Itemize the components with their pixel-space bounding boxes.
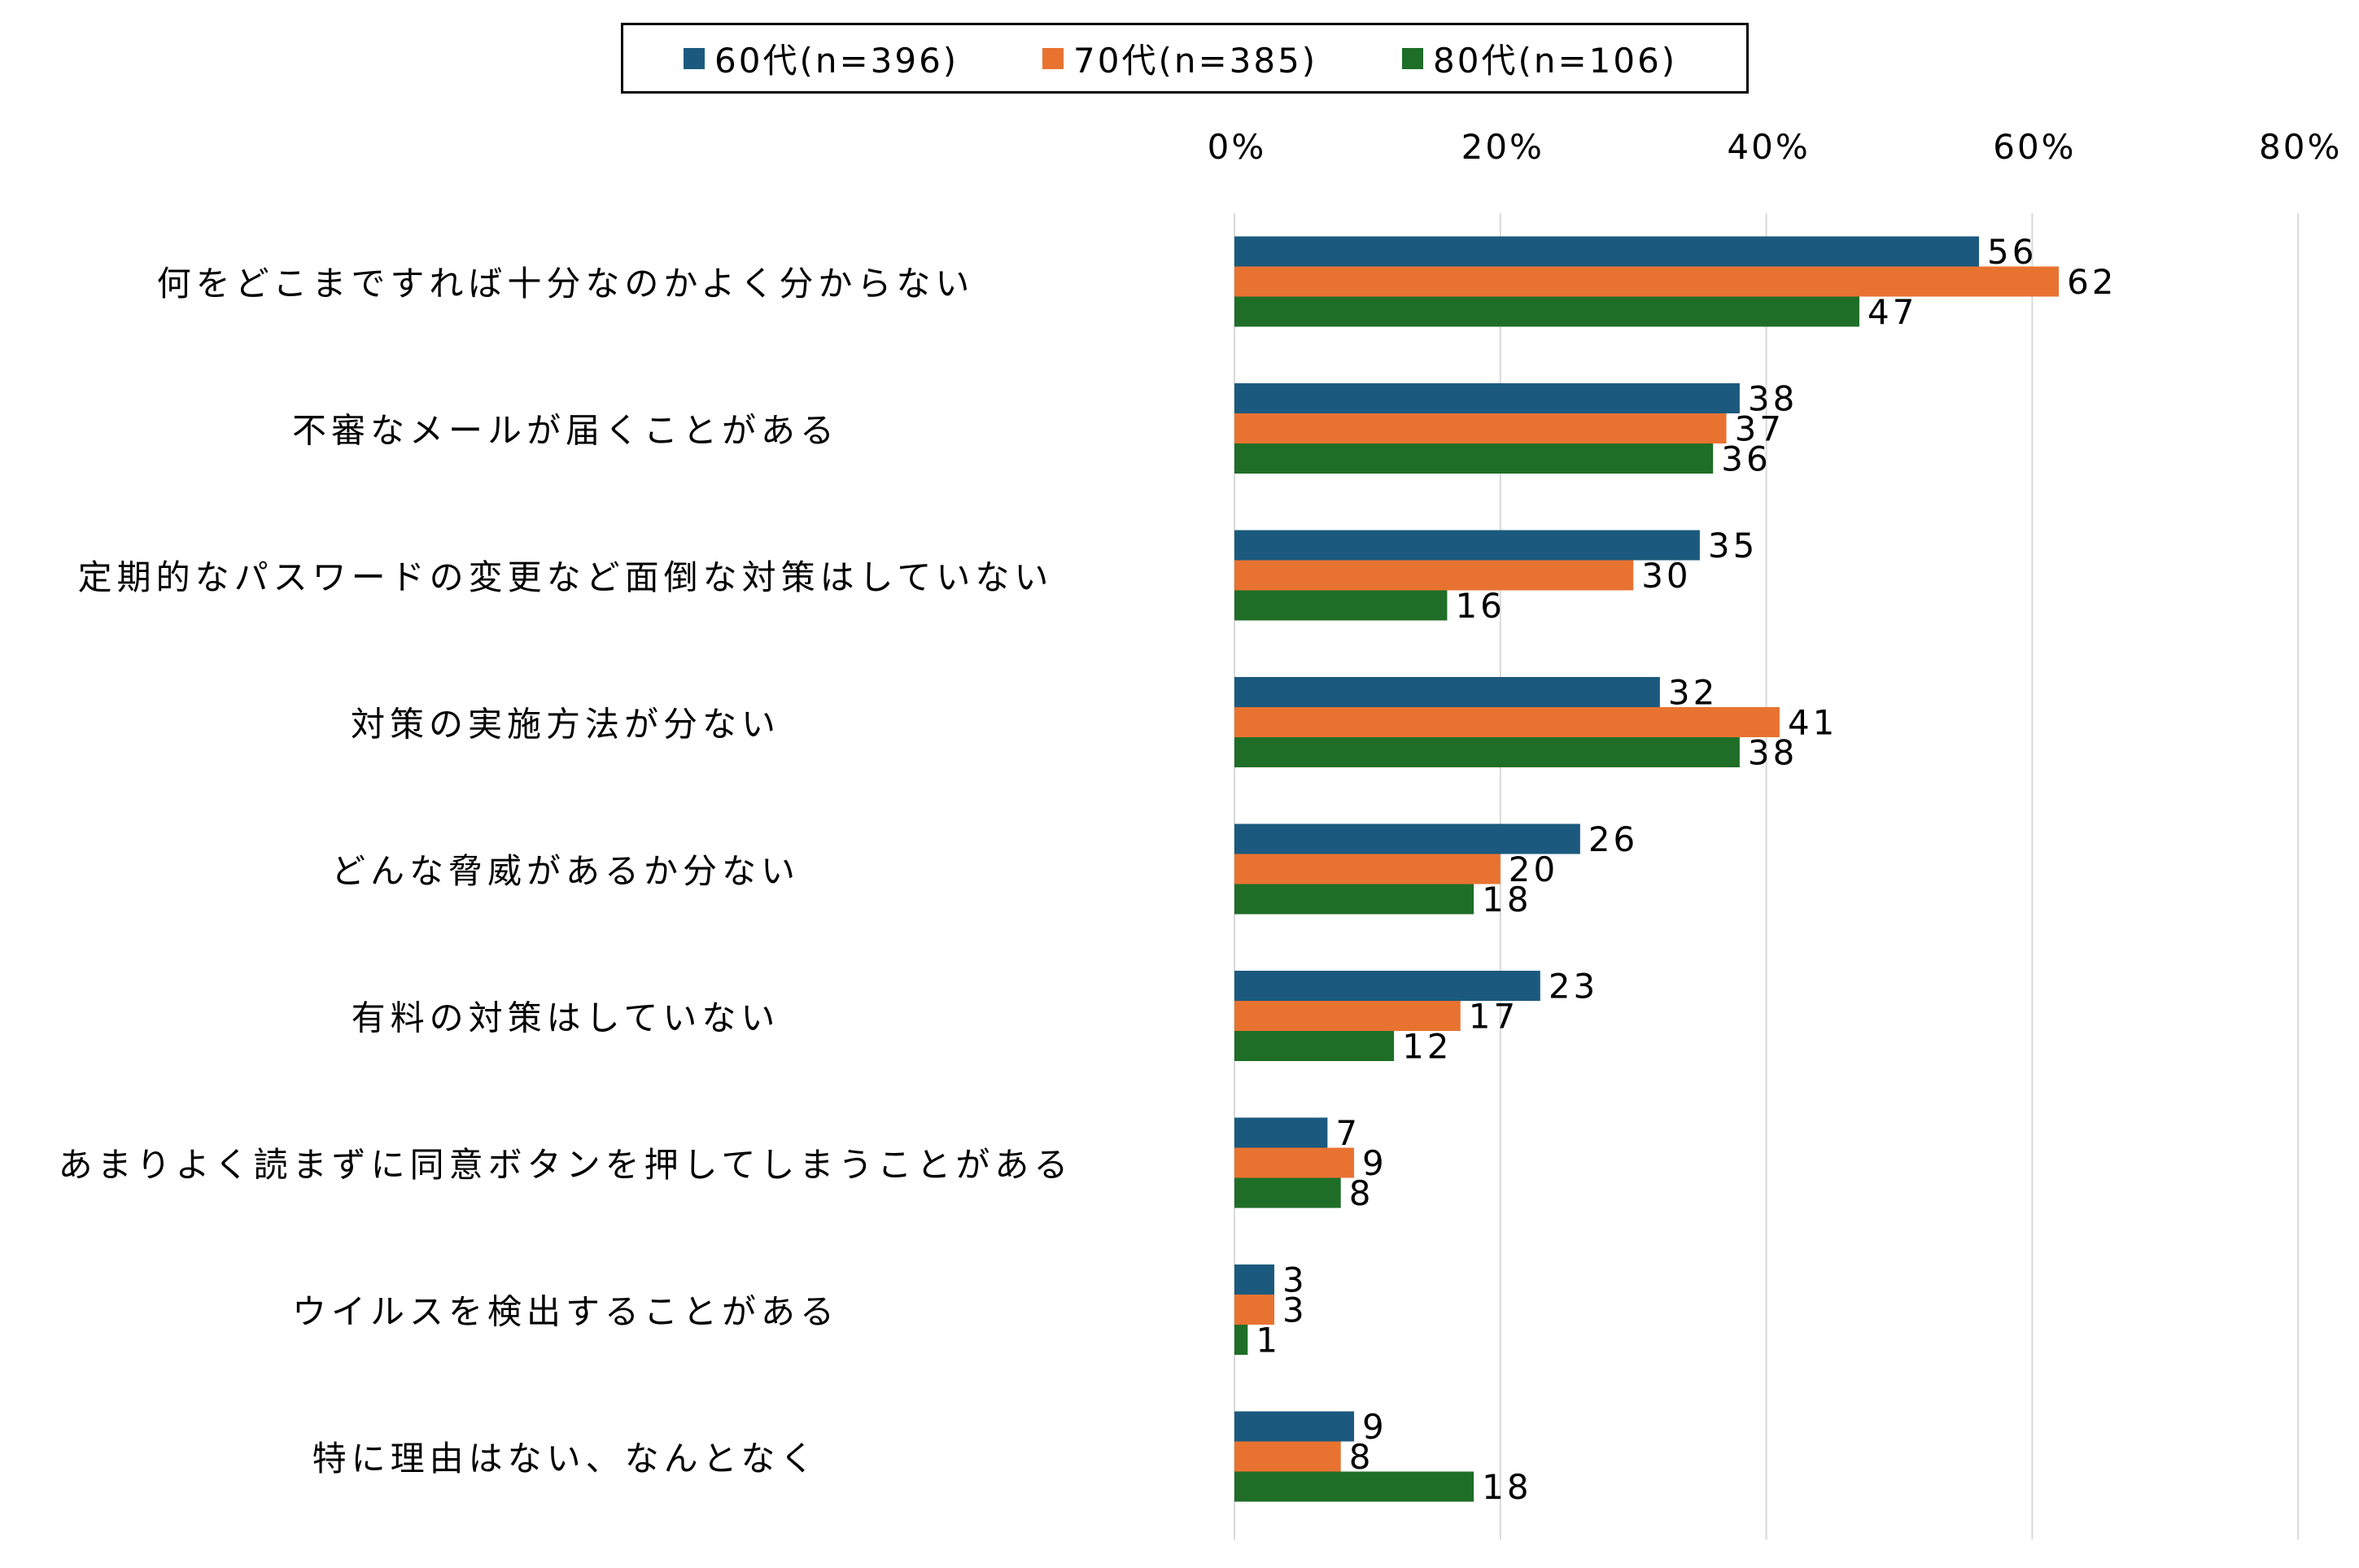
data-label: 3 bbox=[1282, 1260, 1308, 1300]
bar-60s-8 bbox=[1234, 1411, 1355, 1442]
bar-80s-0 bbox=[1234, 296, 1859, 327]
data-label: 9 bbox=[1362, 1143, 1387, 1183]
legend-swatch-70s bbox=[1042, 47, 1064, 69]
bar-70s-0 bbox=[1234, 266, 2060, 297]
bar-60s-6 bbox=[1234, 1117, 1328, 1148]
data-label: 3 bbox=[1282, 1291, 1308, 1330]
data-label: 41 bbox=[1788, 703, 1837, 743]
bar-80s-4 bbox=[1234, 884, 1474, 915]
data-label: 36 bbox=[1721, 439, 1771, 479]
bar-80s-6 bbox=[1234, 1177, 1341, 1208]
bar-70s-2 bbox=[1234, 560, 1634, 591]
legend-item-60s: 60代(n=396) bbox=[684, 25, 959, 91]
category-label: 不審なメールが届くことがある bbox=[292, 411, 839, 451]
data-label: 62 bbox=[2067, 262, 2117, 302]
bar-60s-3 bbox=[1234, 677, 1660, 707]
data-label: 12 bbox=[1402, 1027, 1452, 1067]
data-label: 56 bbox=[1987, 232, 2037, 272]
legend-label-70s: 70代(n=385) bbox=[1073, 41, 1318, 81]
category-label: あまりよく読まずに同意ボタンを押してしまうことがある bbox=[59, 1145, 1073, 1185]
category-label: ウイルスを検出することがある bbox=[292, 1292, 839, 1332]
data-label: 8 bbox=[1349, 1437, 1374, 1477]
legend-label-80s: 80代(n=106) bbox=[1433, 41, 1678, 81]
data-label: 18 bbox=[1482, 1467, 1531, 1507]
data-label: 32 bbox=[1668, 673, 1718, 713]
data-label: 18 bbox=[1482, 880, 1531, 919]
category-label: どんな脅威があるか分ない bbox=[331, 851, 800, 891]
category-label: 特に理由はない、なんとなく bbox=[312, 1439, 819, 1478]
bar-60s-5 bbox=[1234, 971, 1540, 1001]
data-label: 8 bbox=[1349, 1173, 1374, 1213]
bar-60s-0 bbox=[1234, 236, 1980, 267]
bar-80s-7 bbox=[1234, 1325, 1248, 1355]
data-label: 16 bbox=[1455, 586, 1505, 626]
legend: 60代(n=396) 70代(n=385) 80代(n=106) bbox=[621, 23, 1749, 94]
data-label: 9 bbox=[1362, 1407, 1387, 1447]
bar-60s-1 bbox=[1234, 383, 1740, 413]
bar-80s-1 bbox=[1234, 443, 1714, 474]
data-label: 17 bbox=[1469, 997, 1518, 1037]
x-tick-label-0: 0% bbox=[1208, 127, 1267, 167]
legend-swatch-60s bbox=[684, 47, 705, 69]
bar-70s-7 bbox=[1234, 1295, 1275, 1325]
x-tick-label-40: 40% bbox=[1727, 127, 1810, 167]
bar-70s-8 bbox=[1234, 1441, 1341, 1472]
bar-70s-5 bbox=[1234, 1001, 1461, 1031]
x-tick-label-80: 80% bbox=[2259, 127, 2342, 167]
data-label: 47 bbox=[1868, 292, 1917, 332]
data-label: 7 bbox=[1335, 1113, 1361, 1153]
legend-item-70s: 70代(n=385) bbox=[1042, 25, 1317, 91]
legend-swatch-80s bbox=[1402, 47, 1423, 69]
x-tick-label-20: 20% bbox=[1461, 127, 1544, 167]
legend-label-60s: 60代(n=396) bbox=[714, 41, 959, 81]
category-label: 有料の対策はしていない bbox=[352, 998, 780, 1038]
data-label: 26 bbox=[1588, 819, 1638, 859]
bar-60s-2 bbox=[1234, 530, 1700, 561]
bar-70s-4 bbox=[1234, 854, 1501, 884]
bar-70s-3 bbox=[1234, 707, 1780, 737]
bar-60s-4 bbox=[1234, 823, 1580, 854]
data-label: 35 bbox=[1708, 526, 1758, 566]
data-label: 38 bbox=[1748, 733, 1798, 773]
category-label: 定期的なパスワードの変更など面倒な対策はしていない bbox=[78, 557, 1054, 597]
data-label: 23 bbox=[1549, 967, 1598, 1007]
bar-80s-8 bbox=[1234, 1471, 1474, 1502]
bar-80s-2 bbox=[1234, 590, 1448, 621]
data-label: 37 bbox=[1735, 409, 1785, 449]
bar-70s-6 bbox=[1234, 1147, 1355, 1178]
bar-60s-7 bbox=[1234, 1264, 1275, 1295]
data-label: 38 bbox=[1748, 379, 1798, 419]
category-label: 対策の実施方法が分ない bbox=[351, 705, 780, 745]
data-label: 20 bbox=[1509, 850, 1558, 889]
data-label: 30 bbox=[1641, 556, 1691, 596]
data-label: 1 bbox=[1256, 1321, 1281, 1361]
bar-70s-1 bbox=[1234, 413, 1727, 443]
legend-item-80s: 80代(n=106) bbox=[1402, 25, 1677, 91]
bar-80s-3 bbox=[1234, 737, 1740, 767]
bar-80s-5 bbox=[1234, 1031, 1395, 1061]
category-label: 何をどこまですれば十分なのかよく分からない bbox=[157, 264, 975, 304]
x-tick-label-60: 60% bbox=[1993, 127, 2076, 167]
